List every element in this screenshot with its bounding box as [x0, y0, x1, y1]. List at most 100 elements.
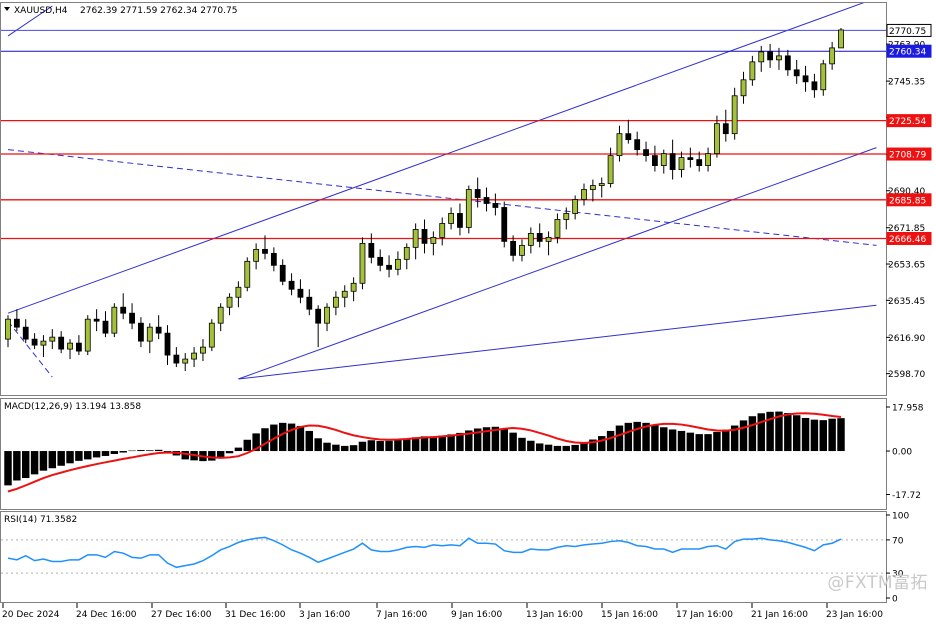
macd-histogram-bar [22, 451, 30, 479]
candle-body [483, 197, 490, 204]
candle-body [332, 296, 339, 308]
candle-body [120, 306, 127, 314]
candle-body [625, 133, 632, 141]
candle-body [13, 318, 20, 328]
macd-histogram-bar [668, 429, 677, 452]
candle-body [315, 308, 322, 324]
macd-histogram-bar [553, 445, 562, 452]
level-label-box [886, 114, 932, 128]
candle-body [138, 322, 144, 342]
candle-body [262, 248, 268, 254]
candle-body [660, 153, 667, 166]
level-label: 2725.54 [889, 117, 926, 127]
candle-body [740, 79, 747, 97]
candle-body [235, 286, 242, 298]
candle-body [377, 256, 384, 266]
macd-histogram-bar [527, 440, 535, 452]
y-tick-label: 30 [892, 570, 904, 580]
candle-body [350, 282, 357, 292]
candle-body [448, 213, 454, 224]
level-label-box [886, 23, 932, 37]
macd-histogram-bar [261, 428, 269, 452]
macd-histogram-bar [562, 445, 571, 452]
macd-histogram-bar [730, 425, 739, 452]
level-label-box [886, 231, 932, 245]
y-tick-label: -17.72 [892, 491, 921, 501]
macd-histogram-bar [775, 411, 783, 452]
x-tick-label: 27 Dec 16:00 [151, 610, 212, 620]
macd-histogram-bar [447, 434, 455, 452]
macd-histogram-bar [828, 418, 836, 452]
candle-body [634, 139, 641, 151]
collapse-triangle-icon [4, 7, 10, 11]
macd-histogram-bar [801, 417, 810, 452]
ohlc-readout: 2762.39 2771.59 2762.34 2770.75 [80, 6, 237, 16]
macd-histogram-bar [810, 419, 819, 452]
candle-body [598, 183, 605, 186]
level-label-box [886, 147, 932, 161]
macd-histogram-bar [837, 418, 845, 452]
candle-body [465, 189, 472, 228]
macd-histogram-bar [722, 429, 730, 452]
macd-histogram-bar [589, 439, 597, 452]
macd-histogram-bar [491, 426, 500, 452]
candle-body [279, 264, 286, 282]
price-drawings [1, 3, 886, 380]
candle-body [527, 233, 534, 246]
macd-histogram-bar [234, 447, 243, 452]
candle-body [829, 47, 836, 65]
macd-histogram-bar [500, 428, 508, 452]
candle-body [93, 318, 100, 322]
macd-histogram-bar [128, 450, 136, 452]
candle-body [749, 61, 756, 81]
candle-body [75, 342, 82, 352]
macd-histogram-bar [766, 411, 774, 452]
candle-body [811, 81, 818, 91]
macd-histogram-bar [278, 422, 287, 452]
candle-body [572, 199, 579, 214]
candle-body [244, 260, 251, 288]
macd-histogram-bar [473, 428, 482, 452]
candle-body [182, 358, 189, 364]
candle-body [31, 338, 38, 346]
candle-body [776, 55, 782, 61]
macd-panel-frame [0, 398, 887, 510]
candle-body [607, 155, 614, 184]
macd-histogram-bar [686, 432, 695, 452]
macd-histogram-bar [784, 413, 792, 452]
x-tick-label: 17 Jan 16:00 [676, 610, 733, 620]
x-tick-label: 20 Dec 2024 [2, 610, 60, 620]
macd-histogram-bar [509, 432, 517, 452]
macd-histogram-bar [314, 438, 322, 452]
macd-histogram-bar [13, 451, 21, 481]
macd-histogram-bar [695, 434, 703, 452]
candle-body [705, 153, 711, 166]
candle-body [731, 95, 738, 135]
candle-body [563, 213, 570, 220]
candle-body [306, 296, 313, 310]
candle-body [40, 340, 47, 346]
candle-body [102, 320, 109, 334]
y-tick-label: 2690.40 [888, 187, 925, 197]
candle-body [341, 290, 348, 298]
macd-histogram-bar [420, 436, 429, 452]
candle-body [146, 326, 153, 342]
macd-histogram-bar [39, 451, 48, 471]
macd-histogram-bar [739, 420, 748, 452]
price-panel-frame [0, 2, 887, 396]
candle-body [439, 223, 446, 238]
candle-body [226, 296, 233, 308]
x-tick-label: 23 Jan 16:00 [826, 610, 883, 620]
macd-histogram-bar [704, 434, 712, 452]
macd-histogram-bar [713, 431, 721, 452]
candle-body [714, 123, 720, 155]
candle-body [412, 229, 419, 248]
macd-histogram-bar [624, 422, 633, 452]
candle-body [403, 246, 410, 260]
candle-body [643, 149, 649, 157]
macd-histogram-bar [57, 451, 65, 466]
candle-body [678, 157, 685, 170]
macd-histogram-bar [243, 439, 251, 452]
candle-body [589, 185, 596, 190]
